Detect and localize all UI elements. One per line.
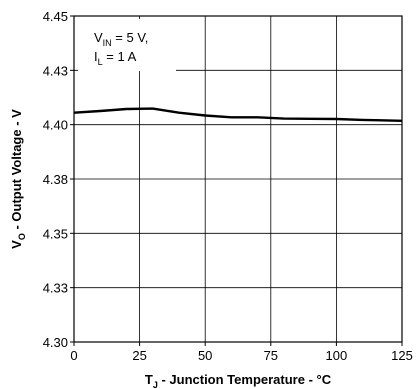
- y-tick-label: 4.45: [43, 9, 68, 24]
- annotation-vin: VIN = 5 V,: [94, 30, 148, 48]
- annotation-il-rest: = 1 A: [103, 49, 137, 64]
- annotation-il-main: I: [94, 49, 98, 64]
- series-layer: [73, 107, 403, 122]
- annotation-vin-sub: IN: [103, 38, 112, 48]
- y-axis-title-sub: O: [17, 233, 27, 240]
- annotation-vin-main: V: [94, 30, 103, 45]
- y-tick-label: 4.40: [43, 118, 68, 133]
- y-tick-labels: 4.30 4.33 4.35 4.38 4.40 4.43 4.45: [43, 9, 74, 350]
- x-tick-label: 0: [70, 348, 77, 363]
- x-tick-label: 50: [198, 348, 212, 363]
- x-tick-label: 25: [132, 348, 146, 363]
- annotation-vin-rest: = 5 V,: [112, 30, 149, 45]
- y-tick-label: 4.43: [43, 63, 68, 78]
- output-voltage-line: [73, 107, 403, 122]
- x-tick-label: 75: [264, 348, 278, 363]
- annotation-il-sub: L: [98, 57, 103, 67]
- x-axis-title-sub: J: [153, 380, 158, 389]
- x-tick-label: 100: [326, 348, 348, 363]
- annotation-il: IL = 1 A: [94, 49, 137, 67]
- x-axis-title-main: T: [145, 372, 153, 387]
- y-tick-label: 4.35: [43, 226, 68, 241]
- y-axis-title: VO - Output Voltage - V: [9, 109, 27, 249]
- x-tick-labels: 0 25 50 75 100 125: [70, 342, 413, 363]
- grid-lines: [74, 16, 402, 342]
- y-tick-label: 4.33: [43, 281, 68, 296]
- x-axis-title: TJ - Junction Temperature - °C: [145, 372, 332, 389]
- y-tick-label: 4.38: [43, 172, 68, 187]
- y-tick-label: 4.30: [43, 335, 68, 350]
- y-axis-title-main: V: [9, 240, 24, 249]
- annotation-background: [78, 19, 176, 71]
- y-axis-title-rest: - Output Voltage - V: [9, 109, 24, 233]
- x-tick-label: 125: [391, 348, 413, 363]
- x-axis-title-rest: - Junction Temperature - °C: [158, 372, 332, 387]
- annotation-box: VIN = 5 V, IL = 1 A: [78, 19, 176, 71]
